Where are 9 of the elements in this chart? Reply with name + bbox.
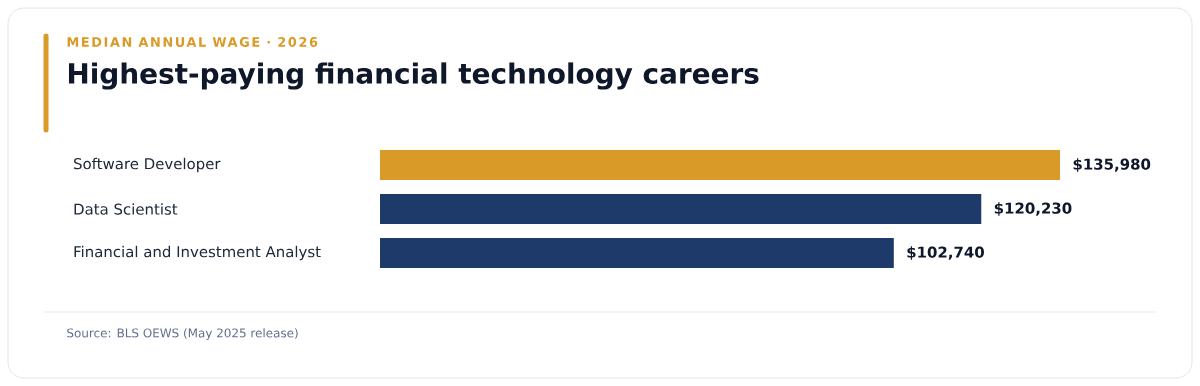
y-tick-label: Financial and Investment Analyst: [74, 245, 321, 261]
y-tick-label: Software Developer: [74, 157, 221, 173]
source-note: Source: BLS OEWS (May 2025 release): [67, 328, 298, 340]
data-label: $120,230: [994, 202, 1072, 216]
data-label: $135,980: [1073, 158, 1151, 172]
text: MEDIAN ANNUAL WAGE · 2026: [67, 37, 318, 47]
data-label: $102,740: [907, 246, 984, 260]
y-tick-label: Data Scientist: [74, 203, 178, 215]
chart-title: Highest-paying financial technology careers: [68, 62, 759, 90]
